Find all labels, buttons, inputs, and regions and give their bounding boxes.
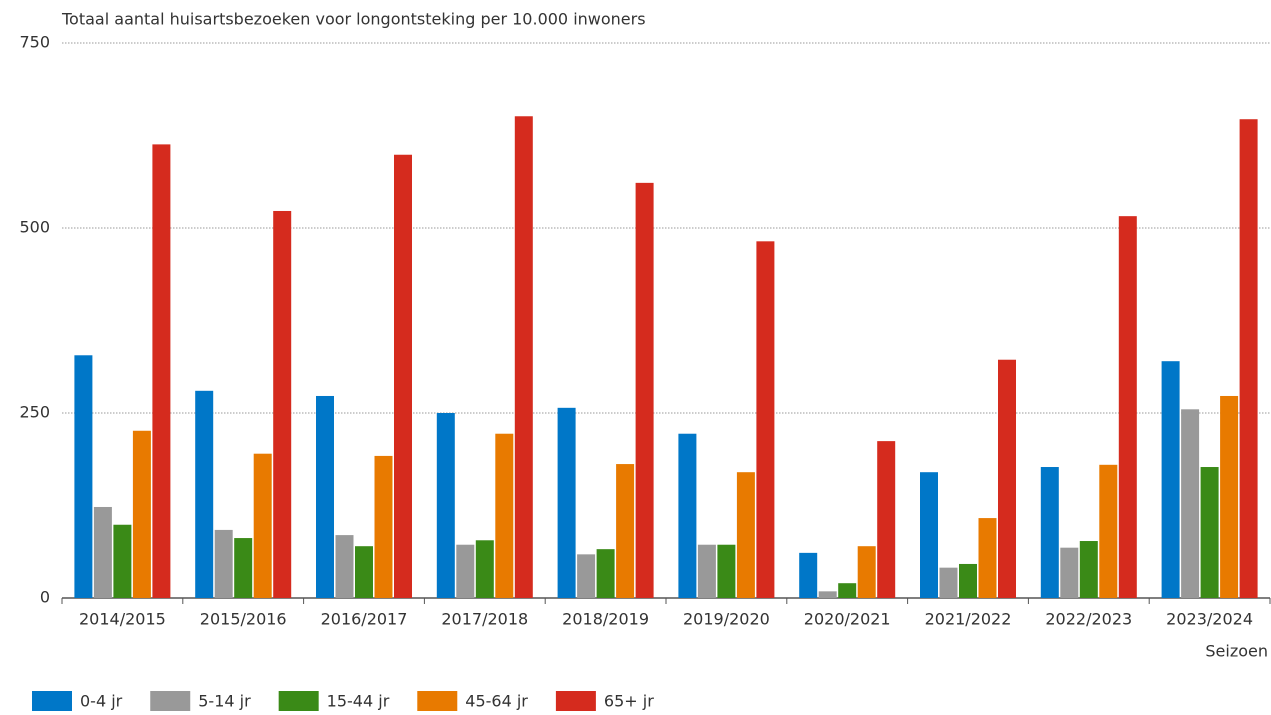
bar [152, 144, 171, 598]
bar [93, 506, 112, 598]
legend-swatch [150, 691, 191, 711]
bar [756, 241, 775, 598]
legend-label: 15-44 jr [327, 692, 390, 711]
bar [1060, 547, 1079, 598]
bar [273, 210, 292, 599]
bar [857, 546, 876, 598]
bar [920, 472, 938, 598]
bar [132, 430, 151, 598]
bar [394, 154, 412, 599]
legend-label: 65+ jr [604, 692, 654, 711]
chart-title: Totaal aantal huisartsbezoeken voor long… [61, 10, 646, 29]
bar [799, 552, 818, 598]
bar [818, 591, 837, 598]
y-tick-label: 250 [19, 403, 50, 422]
x-tick-label: 2021/2022 [925, 610, 1012, 629]
legend-swatch [32, 691, 72, 711]
x-tick-label: 2018/2019 [562, 610, 649, 629]
x-tick-label: 2014/2015 [79, 610, 166, 629]
bar [998, 359, 1016, 598]
bar [495, 433, 514, 598]
bar [959, 563, 977, 598]
x-tick-label: 2020/2021 [804, 610, 891, 629]
bar [234, 538, 253, 598]
bar [717, 544, 736, 598]
x-tick-label: 2022/2023 [1045, 610, 1132, 629]
bar [1161, 361, 1180, 598]
bar [253, 453, 272, 598]
x-axis-label: Seizoen [1205, 642, 1268, 661]
y-tick-label: 500 [19, 218, 50, 237]
bar [1118, 216, 1137, 598]
bar [214, 529, 233, 598]
bar [355, 546, 373, 598]
bar [939, 567, 958, 598]
bar [1181, 409, 1200, 598]
bar [577, 554, 596, 598]
x-tick-label: 2016/2017 [321, 610, 408, 629]
legend-label: 0-4 jr [80, 692, 123, 711]
bar [1200, 467, 1219, 598]
bar [514, 116, 533, 598]
bar [877, 441, 896, 598]
bar [616, 464, 635, 598]
bar [678, 433, 697, 598]
bar [736, 472, 755, 598]
bar [1239, 119, 1258, 598]
bar [113, 524, 132, 598]
bar [557, 407, 576, 598]
bar [436, 413, 455, 598]
bar [1040, 467, 1059, 598]
legend-swatch [417, 691, 458, 711]
bar [335, 535, 354, 598]
bar [978, 518, 997, 598]
legend-swatch [278, 691, 319, 711]
bar [1220, 395, 1239, 598]
bar [838, 583, 857, 598]
y-tick-label: 0 [40, 588, 50, 607]
bar [1079, 541, 1098, 598]
bar [475, 540, 494, 598]
x-tick-label: 2017/2018 [441, 610, 528, 629]
legend-swatch [555, 691, 596, 711]
legend-label: 45-64 jr [465, 692, 528, 711]
bar [1099, 464, 1118, 598]
legend-label: 5-14 jr [198, 692, 251, 711]
x-tick-label: 2019/2020 [683, 610, 770, 629]
bar [697, 544, 716, 598]
x-tick-label: 2023/2024 [1166, 610, 1253, 629]
bar [635, 182, 654, 599]
y-tick-label: 750 [19, 33, 50, 52]
bar [374, 455, 393, 598]
bar [316, 395, 334, 598]
bar [74, 355, 93, 598]
bar [596, 549, 615, 598]
bar [456, 544, 475, 598]
x-tick-label: 2015/2016 [200, 610, 287, 629]
bar [195, 390, 214, 598]
